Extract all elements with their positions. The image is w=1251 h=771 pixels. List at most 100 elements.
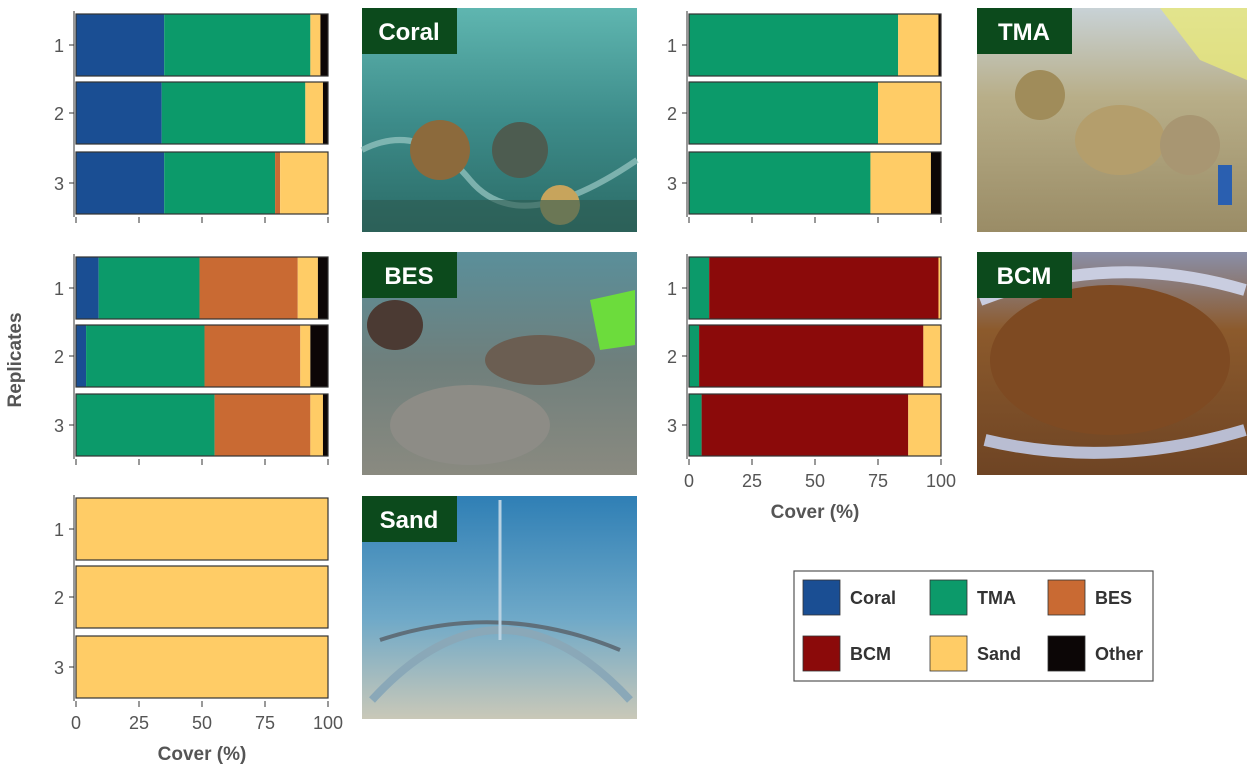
square-swatch-other xyxy=(1047,635,1086,672)
coral-bar-outline-rep3 xyxy=(75,151,329,215)
bcm-bar-segment-tma-rep3 xyxy=(689,394,702,456)
bes-bar-segment-bes-rep1 xyxy=(199,257,298,319)
bes-bar-outline-rep2 xyxy=(75,324,329,388)
tma-bar-segment-tma-rep1 xyxy=(689,14,899,76)
bcm-bar-segment-sand-rep1 xyxy=(938,257,941,319)
tma-replicate-label-1: 1 xyxy=(667,36,677,56)
tma-replicate-label-2: 2 xyxy=(667,104,677,124)
legend-label-other: Other xyxy=(1095,644,1143,664)
tma-bar-segment-tma-rep2 xyxy=(689,82,878,144)
legend-label-bes: BES xyxy=(1095,588,1132,608)
sand-bar-outline-rep1 xyxy=(75,497,329,561)
legend-item-bes: BES xyxy=(1047,579,1132,616)
legend-label-sand: Sand xyxy=(977,644,1021,664)
photo-label-tma: TMA xyxy=(998,19,1050,46)
bcm-bar-outline-rep3 xyxy=(688,393,942,457)
legend-item-other: Other xyxy=(1047,635,1143,672)
legend: Coral TMA BES BCM Sand Other xyxy=(793,570,1154,682)
sand-x-tick-label-75: 75 xyxy=(255,713,275,733)
tma-replicate-label-3: 3 xyxy=(667,174,677,194)
coral-bar-outline-rep1 xyxy=(75,13,329,77)
panel-sand-chart: 1 2 3 0 25 50 75 100 Cover (%) xyxy=(54,495,343,765)
photo-sand: Sand xyxy=(362,496,637,719)
coral-bar-segment-coral-rep3 xyxy=(76,152,165,214)
coral-bar-outline-rep2 xyxy=(75,81,329,145)
bes-replicate-label-1: 1 xyxy=(54,279,64,299)
bcm-bar-segment-sand-rep3 xyxy=(908,394,941,456)
sand-bar-segment-sand-rep1 xyxy=(76,498,328,560)
sand-x-axis-title: Cover (%) xyxy=(158,744,247,765)
bes-bar-outline-rep1 xyxy=(75,256,329,320)
sand-x-tick-label-0: 0 xyxy=(71,713,81,733)
sand-replicate-label-2: 2 xyxy=(54,588,64,608)
bes-bar-segment-other-rep2 xyxy=(310,325,328,387)
bes-bar-segment-tma-rep2 xyxy=(86,325,205,387)
bcm-x-tick-label-75: 75 xyxy=(868,471,888,491)
tma-bar-outline-rep2 xyxy=(688,81,942,145)
bcm-bar-outline-rep1 xyxy=(688,256,942,320)
bcm-bar-outline-rep2 xyxy=(688,324,942,388)
sand-bar-outline-rep3 xyxy=(75,635,329,699)
square-swatch-tma xyxy=(929,579,968,616)
legend-frame xyxy=(793,570,1154,682)
sand-bar-segment-sand-rep3 xyxy=(76,636,328,698)
bcm-bar-segment-tma-rep2 xyxy=(689,325,700,387)
tma-bar-segment-other-rep3 xyxy=(930,152,941,214)
bes-bar-segment-sand-rep1 xyxy=(297,257,318,319)
tma-bar-segment-other-rep1 xyxy=(938,14,941,76)
coral-bar-segment-tma-rep3 xyxy=(164,152,276,214)
sand-x-tick-label-25: 25 xyxy=(129,713,149,733)
bcm-replicate-label-2: 2 xyxy=(667,347,677,367)
bes-bar-segment-coral-rep1 xyxy=(76,257,99,319)
bcm-bar-segment-sand-rep2 xyxy=(923,325,941,387)
coral-replicate-label-2: 2 xyxy=(54,104,64,124)
coral-bar-segment-bes-rep3 xyxy=(275,152,281,214)
coral-bar-segment-sand-rep3 xyxy=(280,152,328,214)
photo-label-sand: Sand xyxy=(380,507,439,534)
y-axis-title: Replicates xyxy=(5,312,26,407)
photo-bcm: BCM xyxy=(977,252,1247,475)
bes-bar-segment-tma-rep3 xyxy=(76,394,215,456)
photo-bes: BES xyxy=(362,252,637,475)
sand-replicate-label-1: 1 xyxy=(54,520,64,540)
coral-bar-segment-sand-rep1 xyxy=(310,14,321,76)
panel-bes-chart: 1 2 3 xyxy=(54,254,329,465)
bes-bar-segment-coral-rep2 xyxy=(76,325,87,387)
panel-bcm-chart: 1 2 3 0 25 50 75 100 Cover (%) xyxy=(667,254,956,523)
photo-label-bcm: BCM xyxy=(997,263,1052,290)
sand-x-tick-label-50: 50 xyxy=(192,713,212,733)
bes-replicate-label-2: 2 xyxy=(54,347,64,367)
photo-coral: Coral xyxy=(360,8,639,232)
photo-label-bes: BES xyxy=(384,263,433,290)
coral-bar-segment-coral-rep1 xyxy=(76,14,165,76)
tma-bar-segment-sand-rep1 xyxy=(898,14,939,76)
legend-label-tma: TMA xyxy=(977,588,1016,608)
legend-label-bcm: BCM xyxy=(850,644,891,664)
coral-replicate-label-3: 3 xyxy=(54,174,64,194)
photo-tma: TMA xyxy=(977,8,1247,232)
tma-bar-outline-rep3 xyxy=(688,151,942,215)
bes-replicate-label-3: 3 xyxy=(54,416,64,436)
bes-bar-outline-rep3 xyxy=(75,393,329,457)
coral-bar-segment-tma-rep2 xyxy=(161,82,306,144)
legend-item-sand: Sand xyxy=(929,635,1021,672)
bcm-x-tick-label-0: 0 xyxy=(684,471,694,491)
bcm-x-tick-label-25: 25 xyxy=(742,471,762,491)
coral-bar-segment-other-rep2 xyxy=(322,82,328,144)
bcm-x-tick-label-50: 50 xyxy=(805,471,825,491)
bes-bar-segment-sand-rep2 xyxy=(300,325,311,387)
bes-bar-segment-sand-rep3 xyxy=(310,394,323,456)
coral-bar-segment-coral-rep2 xyxy=(76,82,162,144)
coral-replicate-label-1: 1 xyxy=(54,36,64,56)
bcm-bar-segment-bcm-rep3 xyxy=(701,394,909,456)
tma-bar-segment-sand-rep2 xyxy=(878,82,941,144)
bcm-replicate-label-1: 1 xyxy=(667,279,677,299)
legend-item-bcm: BCM xyxy=(802,635,891,672)
bcm-x-axis-title: Cover (%) xyxy=(771,502,860,523)
bcm-bar-segment-bcm-rep2 xyxy=(699,325,924,387)
bes-bar-segment-bes-rep2 xyxy=(204,325,301,387)
square-swatch-sand xyxy=(929,635,968,672)
legend-item-coral: Coral xyxy=(802,579,896,616)
coral-bar-segment-sand-rep2 xyxy=(305,82,323,144)
